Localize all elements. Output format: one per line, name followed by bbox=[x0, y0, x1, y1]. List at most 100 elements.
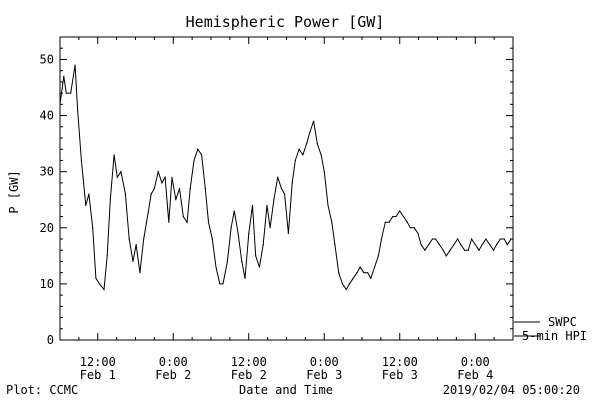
data-point bbox=[463, 249, 466, 251]
data-point bbox=[143, 238, 145, 240]
data-point bbox=[384, 221, 386, 223]
data-point bbox=[168, 221, 170, 223]
plot-frame bbox=[59, 36, 514, 341]
data-point bbox=[485, 238, 487, 240]
data-point bbox=[367, 272, 369, 274]
data-point bbox=[496, 244, 498, 246]
data-point bbox=[207, 221, 210, 223]
data-point bbox=[266, 204, 268, 206]
data-point bbox=[291, 182, 293, 184]
data-point bbox=[420, 244, 422, 246]
data-point bbox=[219, 283, 221, 285]
data-point bbox=[92, 227, 94, 229]
data-point bbox=[269, 227, 271, 229]
data-point bbox=[233, 210, 235, 212]
x-tick-date-label-1: Feb 2 bbox=[155, 368, 191, 382]
data-point bbox=[251, 204, 254, 206]
data-point bbox=[445, 255, 447, 257]
y-axis-label: P [GW] bbox=[7, 170, 21, 213]
data-point bbox=[409, 227, 412, 229]
data-point bbox=[460, 244, 462, 246]
data-point bbox=[294, 159, 296, 162]
data-point bbox=[331, 221, 333, 223]
data-point bbox=[406, 221, 408, 223]
data-point bbox=[338, 272, 340, 274]
data-point bbox=[255, 255, 257, 257]
x-tick-time-label-2: 12:00 bbox=[231, 355, 267, 369]
data-point bbox=[262, 244, 264, 246]
y-tick-label-5: 50 bbox=[40, 52, 54, 66]
data-point bbox=[222, 283, 224, 285]
data-point bbox=[435, 238, 437, 240]
data-point bbox=[449, 249, 451, 251]
data-point bbox=[80, 159, 82, 162]
data-point bbox=[215, 266, 217, 268]
data-point bbox=[109, 199, 111, 201]
data-point bbox=[175, 199, 177, 201]
y-axis: 0 10 20 30 40 50 bbox=[40, 47, 513, 347]
data-point bbox=[77, 109, 79, 111]
x-tick-time-label-1: 0:00 bbox=[159, 355, 188, 369]
data-point bbox=[226, 260, 228, 263]
data-point bbox=[492, 249, 495, 251]
data-point bbox=[424, 249, 426, 251]
data-point bbox=[309, 131, 311, 133]
data-point bbox=[88, 193, 90, 195]
x-axis-label: Date and Time bbox=[239, 383, 333, 397]
data-point bbox=[474, 244, 476, 246]
x-tick-time-label-0: 12:00 bbox=[80, 355, 116, 369]
data-point bbox=[499, 238, 502, 240]
data-point bbox=[116, 176, 118, 178]
chart-title: Hemispheric Power [GW] bbox=[186, 13, 385, 31]
data-point bbox=[417, 232, 419, 234]
data-point bbox=[157, 171, 159, 173]
data-point bbox=[302, 154, 304, 156]
y-tick-label-1: 10 bbox=[40, 277, 54, 291]
x-tick-date-label-5: Feb 4 bbox=[457, 368, 493, 382]
data-point bbox=[489, 244, 491, 246]
data-point bbox=[237, 232, 239, 234]
data-point bbox=[345, 288, 347, 291]
x-tick-time-label-4: 12:00 bbox=[382, 355, 418, 369]
data-point bbox=[316, 143, 318, 145]
data-point bbox=[178, 187, 181, 190]
data-point bbox=[413, 227, 415, 229]
data-point bbox=[70, 92, 72, 94]
data-point bbox=[211, 238, 213, 240]
data-point bbox=[124, 193, 127, 195]
data-point bbox=[457, 238, 459, 240]
data-point bbox=[241, 260, 243, 263]
data-point bbox=[510, 238, 512, 240]
data-point bbox=[59, 103, 61, 105]
data-point bbox=[65, 92, 67, 94]
data-point bbox=[467, 249, 469, 251]
data-point bbox=[506, 244, 508, 246]
data-point bbox=[248, 232, 250, 234]
data-point bbox=[135, 244, 137, 246]
series-line-5-min-hpi bbox=[59, 65, 512, 291]
data-point bbox=[431, 238, 434, 240]
data-point bbox=[320, 154, 322, 156]
data-point bbox=[164, 176, 166, 178]
data-point bbox=[327, 204, 329, 206]
legend: SWPC 5-min HPI bbox=[514, 315, 587, 343]
legend-swpc-label: SWPC bbox=[548, 315, 577, 329]
data-point bbox=[402, 215, 405, 218]
legend-hpi-label: 5-min HPI bbox=[522, 329, 587, 343]
data-point bbox=[312, 120, 315, 122]
y-tick-label-2: 20 bbox=[40, 221, 54, 235]
data-point bbox=[193, 159, 195, 162]
data-point bbox=[186, 221, 188, 223]
data-point bbox=[478, 249, 480, 251]
data-point bbox=[106, 255, 108, 257]
data-point bbox=[395, 215, 397, 218]
data-point bbox=[200, 154, 203, 156]
data-point bbox=[99, 283, 101, 285]
data-point bbox=[139, 272, 141, 274]
data-point bbox=[153, 187, 155, 190]
data-point bbox=[120, 171, 122, 173]
data-point bbox=[370, 277, 372, 279]
data-point bbox=[258, 266, 261, 268]
data-point bbox=[359, 266, 361, 268]
